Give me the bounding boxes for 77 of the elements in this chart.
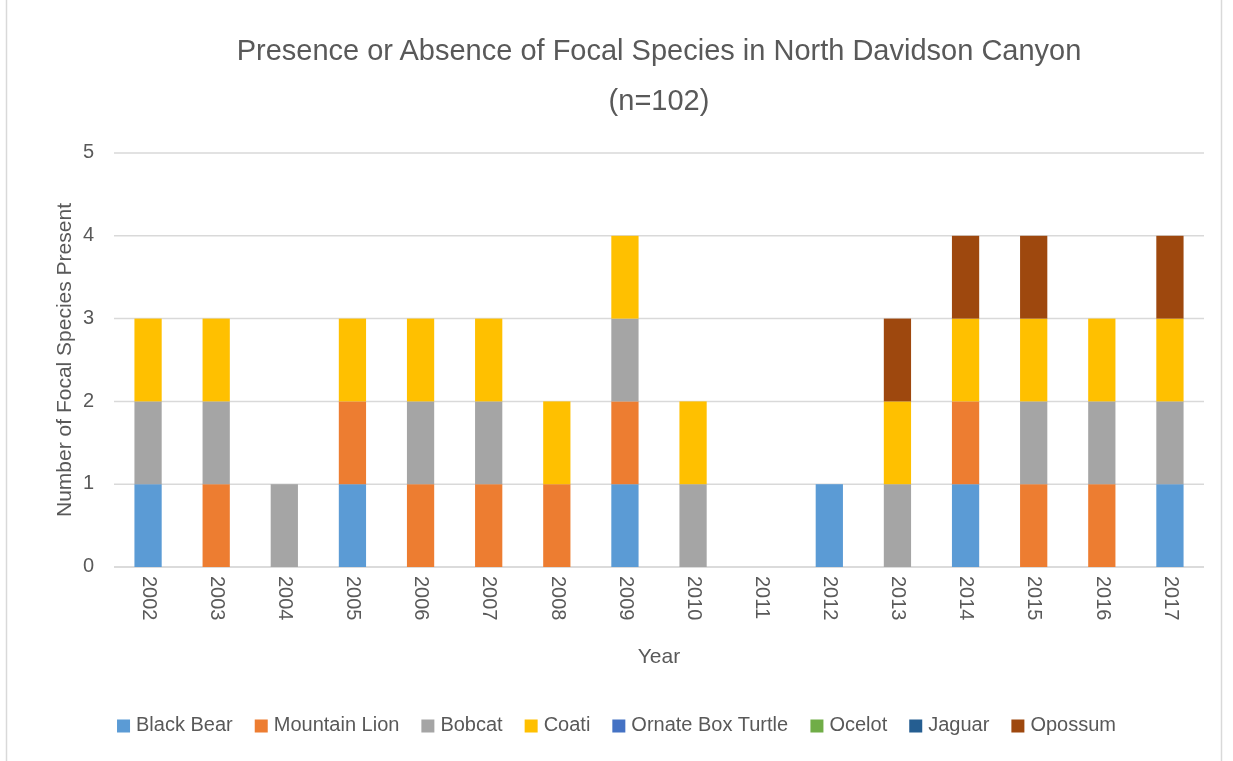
x-tick-label: 2013 [888, 576, 911, 621]
bar [611, 484, 639, 567]
x-tick-label: 2011 [751, 576, 774, 620]
bar [1088, 401, 1116, 485]
x-tick-label: 2007 [479, 576, 502, 621]
bar [679, 401, 707, 485]
y-tick-label: 3 [82, 305, 94, 328]
bar [611, 235, 639, 319]
x-tick-label: 2002 [138, 576, 161, 621]
x-tick-label: 2014 [956, 576, 979, 621]
legend-label: Mountain Lion [273, 713, 400, 736]
bar [883, 318, 912, 402]
bar [202, 401, 230, 485]
x-tick-label: 2009 [615, 576, 638, 621]
x-tick-label: 2008 [547, 576, 570, 621]
bar [883, 401, 912, 485]
chart-title: Presence or Absence of Focal Species in North Davidson Canyon [236, 33, 1082, 66]
bar [406, 318, 435, 402]
bar [1020, 401, 1048, 485]
bar [951, 484, 980, 567]
bar [543, 401, 571, 485]
bar [951, 401, 980, 485]
bar [202, 318, 230, 402]
bar [1088, 318, 1116, 402]
bar [134, 318, 162, 402]
x-tick-label: 2005 [343, 576, 366, 621]
bar [475, 318, 503, 402]
bar [475, 484, 503, 567]
y-tick-label: 5 [82, 140, 94, 163]
bar [1156, 318, 1184, 402]
y-tick-label: 1 [82, 471, 94, 494]
legend-label: Ornate Box Turtle [631, 713, 789, 736]
x-tick-label: 2006 [411, 576, 434, 621]
legend-label: Black Bear [136, 713, 234, 736]
y-axis-title: Number of Focal Species Present [51, 202, 75, 517]
x-tick-label: 2017 [1160, 576, 1183, 621]
bar [1156, 401, 1184, 485]
bar [1020, 235, 1048, 319]
bar [679, 484, 707, 567]
bar [1156, 484, 1184, 567]
bar [338, 318, 367, 402]
bar [202, 484, 230, 567]
x-tick-label: 2012 [820, 576, 843, 621]
bar [270, 484, 298, 567]
x-tick-label: 2003 [206, 576, 229, 621]
bar [951, 318, 980, 402]
bar [1020, 484, 1048, 567]
x-tick-label: 2015 [1024, 576, 1047, 621]
legend-label: Bobcat [440, 713, 504, 736]
bar [883, 484, 912, 567]
legend-label: Coati [543, 713, 591, 736]
bar [475, 401, 503, 485]
bar [611, 401, 639, 485]
y-tick-label: 4 [82, 223, 94, 246]
bar [338, 484, 367, 567]
x-tick-label: 2004 [275, 576, 298, 621]
y-tick-label: 2 [82, 388, 94, 411]
bar [543, 484, 571, 567]
x-tick-label: 2010 [683, 576, 706, 621]
bar [134, 401, 162, 485]
x-axis-title: Year [637, 643, 681, 667]
y-tick-label: 0 [82, 554, 94, 577]
legend-label: Opossum [1030, 713, 1116, 736]
x-tick-label: 2016 [1092, 576, 1115, 621]
bar [1020, 318, 1048, 402]
bar [406, 401, 435, 485]
bar [815, 484, 843, 567]
legend-label: Jaguar [928, 713, 990, 736]
bar [951, 235, 980, 319]
bar [611, 318, 639, 402]
legend-label: Ocelot [829, 713, 888, 736]
bar [134, 484, 162, 567]
chart-subtitle: (n=102) [608, 83, 710, 116]
bar [1088, 484, 1116, 567]
bar [338, 401, 367, 485]
bar [1156, 235, 1184, 319]
bar [406, 484, 435, 567]
